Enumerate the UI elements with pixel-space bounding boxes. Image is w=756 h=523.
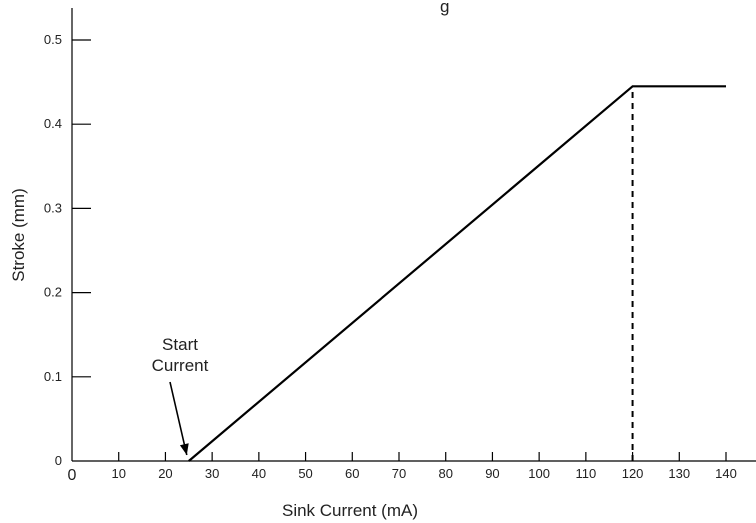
x-tick-label: 70: [392, 466, 406, 481]
y-tick-label: 0.2: [44, 285, 62, 300]
y-tick-label: 0.3: [44, 200, 62, 215]
x-tick-label: 110: [575, 466, 596, 481]
ticks: 0 10 20 30 40 50 60 70 80 90 100 110 120 130 140 0 0.1 0.…: [44, 32, 737, 484]
x-tick-label: 40: [252, 466, 266, 481]
annotations: Start Current: [152, 335, 209, 456]
chart-title-partial: g: [440, 0, 449, 16]
x-tick-label: 50: [298, 466, 312, 481]
x-tick-label: 90: [485, 466, 499, 481]
x-tick-label: 10: [111, 466, 125, 481]
axes: [71, 8, 756, 462]
stroke-line: [188, 85, 726, 462]
start-current-arrow-shaft: [169, 381, 188, 456]
y-tick-label: 0.1: [44, 369, 62, 384]
x-tick-label: 130: [668, 466, 690, 481]
x-tick-label: 60: [345, 466, 359, 481]
y-tick-label: 0.4: [44, 116, 62, 131]
x-tick-label: 100: [528, 466, 550, 481]
y-tick-label: 0: [55, 453, 62, 468]
y-axis-title: Stroke (mm): [9, 188, 28, 282]
x-tick-label: 30: [205, 466, 219, 481]
x-tick-label: 120: [622, 466, 644, 481]
x-tick-label: 20: [158, 466, 172, 481]
x-axis-title: Sink Current (mA): [282, 501, 418, 520]
start-current-label: Current: [152, 356, 209, 375]
start-current-label: Start: [162, 335, 198, 354]
y-tick-label: 0.5: [44, 32, 62, 47]
x-tick-label: 0: [68, 467, 77, 484]
x-tick-label: 80: [438, 466, 452, 481]
x-tick-label: 140: [715, 466, 737, 481]
series: [188, 85, 726, 462]
start-current-arrowhead: [179, 443, 189, 455]
